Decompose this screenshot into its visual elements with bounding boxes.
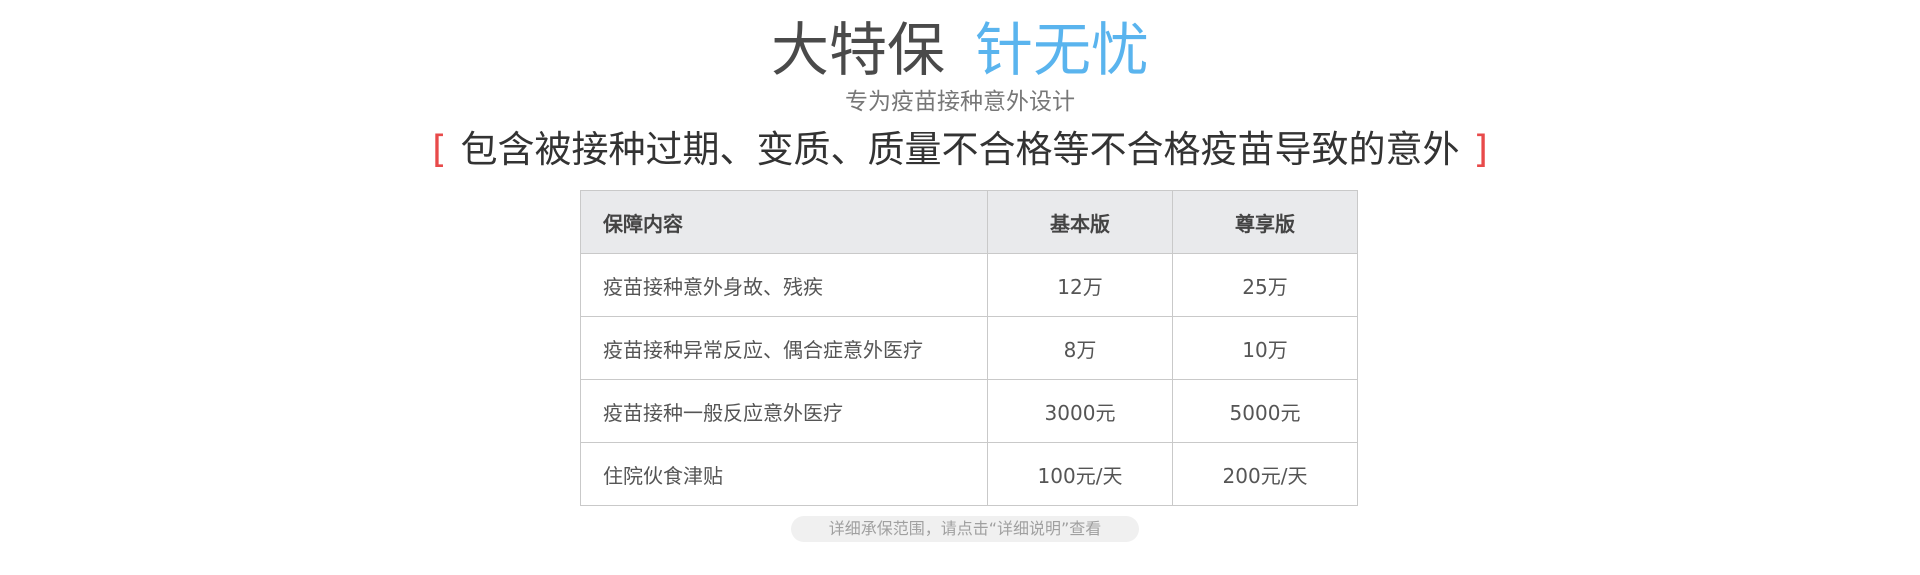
premium-amount: 200元/天 [1172,442,1358,506]
table-row: 住院伙食津贴 100元/天 200元/天 [580,442,1358,506]
basic-amount: 12万 [987,253,1173,317]
header-premium-plan: 尊享版 [1172,190,1358,254]
premium-amount: 25万 [1172,253,1358,317]
tagline-close-bracket: ] [1473,128,1488,171]
table-row: 疫苗接种异常反应、偶合症意外医疗 8万 10万 [580,316,1358,380]
premium-amount: 10万 [1172,316,1358,380]
basic-amount: 100元/天 [987,442,1173,506]
coverage-item: 疫苗接种意外身故、残疾 [580,253,988,317]
table-row: 疫苗接种意外身故、残疾 12万 25万 [580,253,1358,317]
table-row: 疫苗接种一般反应意外医疗 3000元 5000元 [580,379,1358,443]
product-headline: 大特保 针无忧 [0,12,1920,88]
header-basic-plan: 基本版 [987,190,1173,254]
header-coverage-content: 保障内容 [580,190,988,254]
coverage-item: 疫苗接种异常反应、偶合症意外医疗 [580,316,988,380]
coverage-item: 疫苗接种一般反应意外医疗 [580,379,988,443]
headline-product-name: 针无忧 [975,16,1150,84]
tagline-open-bracket: [ [432,128,447,171]
details-note: 详细承保范围，请点击“详细说明”查看 [791,516,1139,542]
tagline-text: 包含被接种过期、变质、质量不合格等不合格疫苗导致的意外 [460,128,1460,171]
table-header-row: 保障内容 基本版 尊享版 [580,190,1358,254]
coverage-item: 住院伙食津贴 [580,442,988,506]
product-subtitle: 专为疫苗接种意外设计 [845,89,1075,115]
premium-amount: 5000元 [1172,379,1358,443]
coverage-table: 保障内容 基本版 尊享版 疫苗接种意外身故、残疾 12万 25万 疫苗接种异常反… [580,190,1358,506]
coverage-tagline: [ 包含被接种过期、变质、质量不合格等不合格疫苗导致的意外] [0,124,1920,176]
basic-amount: 8万 [987,316,1173,380]
basic-amount: 3000元 [987,379,1173,443]
headline-brand: 大特保 [770,16,945,84]
